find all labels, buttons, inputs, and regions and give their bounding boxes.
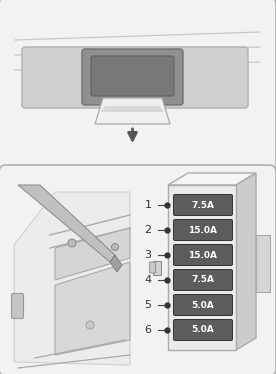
Text: 15.0A: 15.0A bbox=[189, 226, 217, 234]
FancyBboxPatch shape bbox=[174, 319, 232, 340]
FancyBboxPatch shape bbox=[174, 194, 232, 215]
FancyBboxPatch shape bbox=[12, 294, 23, 319]
FancyBboxPatch shape bbox=[0, 0, 276, 174]
Polygon shape bbox=[18, 185, 115, 262]
FancyBboxPatch shape bbox=[174, 294, 232, 316]
FancyBboxPatch shape bbox=[256, 234, 270, 292]
Text: 6: 6 bbox=[145, 325, 152, 335]
Polygon shape bbox=[55, 262, 130, 355]
Polygon shape bbox=[168, 173, 256, 185]
FancyBboxPatch shape bbox=[0, 165, 276, 374]
Polygon shape bbox=[101, 106, 164, 112]
FancyBboxPatch shape bbox=[153, 261, 161, 276]
FancyBboxPatch shape bbox=[174, 220, 232, 240]
FancyBboxPatch shape bbox=[91, 56, 174, 96]
Text: 1: 1 bbox=[145, 200, 152, 210]
FancyBboxPatch shape bbox=[150, 262, 155, 273]
Text: 5.0A: 5.0A bbox=[192, 325, 214, 334]
Polygon shape bbox=[236, 173, 256, 350]
FancyBboxPatch shape bbox=[168, 185, 236, 350]
Text: 7.5A: 7.5A bbox=[192, 276, 214, 285]
Polygon shape bbox=[55, 228, 130, 280]
Text: 3: 3 bbox=[145, 250, 152, 260]
Text: 5: 5 bbox=[145, 300, 152, 310]
FancyBboxPatch shape bbox=[82, 49, 183, 105]
Circle shape bbox=[68, 239, 76, 247]
Circle shape bbox=[86, 321, 94, 329]
Polygon shape bbox=[95, 98, 170, 124]
Text: 15.0A: 15.0A bbox=[189, 251, 217, 260]
Polygon shape bbox=[14, 192, 130, 365]
Circle shape bbox=[112, 243, 118, 251]
Text: 5.0A: 5.0A bbox=[192, 300, 214, 310]
Text: 7.5A: 7.5A bbox=[192, 200, 214, 209]
FancyBboxPatch shape bbox=[174, 270, 232, 291]
Polygon shape bbox=[110, 255, 122, 272]
FancyBboxPatch shape bbox=[22, 47, 248, 108]
Text: 4: 4 bbox=[144, 275, 152, 285]
FancyBboxPatch shape bbox=[174, 245, 232, 266]
Text: 2: 2 bbox=[144, 225, 152, 235]
